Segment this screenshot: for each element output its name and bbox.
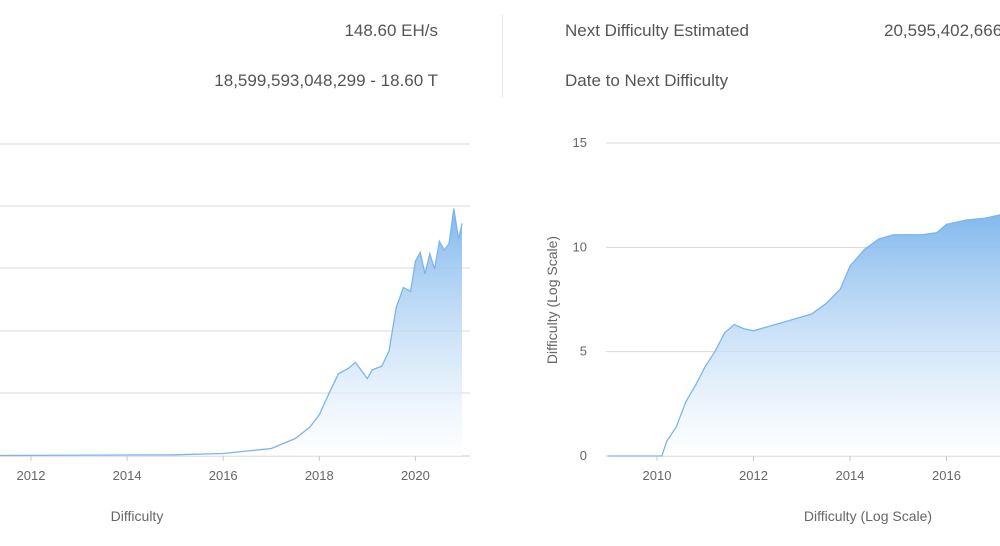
difficulty-value-exact: 18,599,593,048,299 bbox=[214, 71, 366, 90]
left-x-tick-label: 2014 bbox=[113, 468, 142, 483]
left-point bbox=[429, 253, 431, 255]
left-point bbox=[294, 437, 296, 440]
right-x-tick-label: 2016 bbox=[932, 468, 961, 483]
right-y-tick-label: 5 bbox=[580, 344, 587, 359]
right-point bbox=[724, 332, 726, 334]
hashrate-value: 148.60 EH/s bbox=[344, 21, 438, 40]
left-point bbox=[337, 373, 340, 375]
left-point bbox=[359, 368, 361, 370]
right-point bbox=[965, 219, 967, 221]
right-y-tick-label: 10 bbox=[573, 239, 587, 254]
right-point bbox=[704, 365, 706, 367]
right-point bbox=[767, 326, 769, 328]
left-point bbox=[402, 286, 404, 289]
left-point bbox=[246, 450, 248, 452]
left-point bbox=[347, 368, 349, 370]
left-point bbox=[328, 393, 330, 395]
left-x-axis-title: Difficulty bbox=[111, 508, 164, 524]
right-point bbox=[810, 313, 813, 315]
right-point bbox=[781, 321, 784, 324]
left-point bbox=[388, 350, 390, 352]
left-point bbox=[395, 306, 397, 309]
left-point bbox=[448, 243, 450, 245]
right-point bbox=[825, 303, 827, 305]
right-x-tick-label: 2012 bbox=[739, 468, 768, 483]
left-point bbox=[424, 273, 426, 275]
right-y-tick-label: 15 bbox=[573, 135, 587, 150]
right-point bbox=[907, 234, 909, 236]
right-x-tick-label: 2010 bbox=[643, 468, 672, 483]
difficulty-value-short: 18.60 T bbox=[380, 71, 438, 90]
right-point bbox=[675, 426, 677, 428]
left-point bbox=[270, 447, 272, 450]
right-point bbox=[878, 238, 880, 240]
right-point bbox=[849, 265, 851, 267]
difficulty-value: 18,599,593,048,299 - 18.60 T bbox=[214, 71, 438, 91]
next-difficulty-value: 20,595,402,666 bbox=[884, 21, 1000, 40]
left-point bbox=[174, 454, 176, 456]
left-point bbox=[366, 378, 368, 380]
right-point bbox=[936, 232, 938, 234]
left-x-tick-label: 2020 bbox=[401, 468, 430, 483]
left-point bbox=[318, 414, 320, 416]
right-point bbox=[892, 234, 895, 236]
right-area-fill bbox=[608, 214, 1000, 456]
left-point bbox=[381, 365, 383, 367]
right-point bbox=[839, 288, 841, 290]
right-point bbox=[661, 455, 663, 457]
stats-divider bbox=[502, 15, 503, 97]
left-point bbox=[414, 260, 416, 262]
date-next-difficulty-label: Date to Next Difficulty bbox=[565, 71, 729, 90]
right-point bbox=[921, 234, 924, 236]
right-point bbox=[945, 223, 948, 225]
right-y-axis-title: Difficulty (Log Scale) bbox=[544, 236, 560, 364]
left-x-tick-label: 2012 bbox=[17, 468, 46, 483]
right-point bbox=[608, 455, 610, 457]
right-x-tick-label: 2014 bbox=[836, 468, 865, 483]
left-point bbox=[453, 208, 455, 210]
left-point bbox=[371, 369, 373, 371]
left-point bbox=[410, 290, 412, 292]
left-point bbox=[438, 240, 440, 242]
left-point bbox=[443, 249, 445, 251]
left-area-fill bbox=[0, 208, 462, 456]
left-x-tick-label: 2018 bbox=[305, 468, 334, 483]
right-y-tick-label: 0 bbox=[580, 448, 587, 463]
difficulty-chart: 2012 2014 2016 2018 2020 Difficulty bbox=[0, 143, 470, 524]
difficulty-log-chart: 2010 2012 2014 2016 0 5 10 15 Difficulty (Log … bbox=[544, 135, 1000, 524]
right-point bbox=[666, 440, 668, 442]
left-point bbox=[222, 452, 224, 455]
left-point bbox=[461, 223, 463, 225]
right-point bbox=[743, 328, 745, 330]
left-point bbox=[458, 238, 460, 240]
left-x-tick-label: 2016 bbox=[209, 468, 238, 483]
right-point bbox=[733, 323, 735, 326]
left-point bbox=[309, 426, 311, 428]
next-difficulty-label: Next Difficulty Estimated bbox=[565, 21, 749, 40]
left-point bbox=[434, 268, 436, 270]
right-point bbox=[863, 248, 866, 250]
difficulty-value-separator: - bbox=[365, 71, 381, 90]
right-point bbox=[796, 317, 798, 319]
left-point bbox=[354, 361, 356, 363]
right-point bbox=[685, 401, 687, 403]
right-point bbox=[984, 217, 986, 219]
right-point bbox=[695, 384, 697, 386]
right-x-axis-title: Difficulty (Log Scale) bbox=[804, 508, 932, 524]
left-point bbox=[419, 252, 421, 254]
right-point bbox=[752, 330, 755, 332]
right-point bbox=[714, 351, 716, 353]
